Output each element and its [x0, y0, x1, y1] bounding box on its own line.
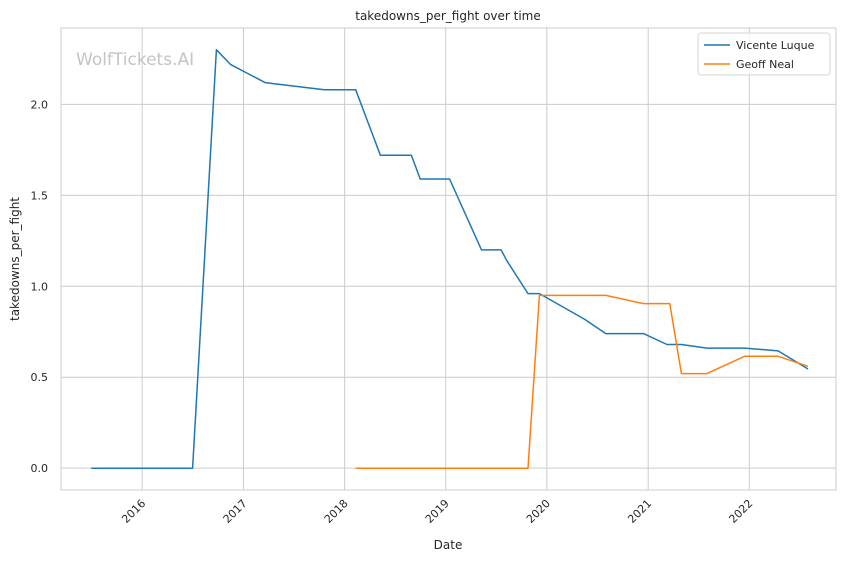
chart-title: takedowns_per_fight over time — [355, 9, 541, 23]
legend-label-vicente-luque: Vicente Luque — [736, 39, 815, 52]
legend-box — [697, 32, 831, 76]
x-axis-title: Date — [434, 538, 463, 552]
legend-label-geoff-neal: Geoff Neal — [736, 58, 794, 71]
y-tick-label: 1.5 — [31, 189, 49, 202]
y-axis-title: takedowns_per_fight — [8, 197, 22, 321]
series-lines — [91, 49, 809, 469]
series-line-vicente-luque — [91, 49, 809, 469]
series-line-geoff-neal — [355, 294, 809, 469]
y-tick-label: 0.0 — [31, 462, 49, 475]
grid — [61, 28, 836, 490]
legend: Vicente Luque Geoff Neal — [697, 32, 831, 76]
plot-frame — [60, 27, 837, 491]
y-tick-label: 1.0 — [31, 280, 49, 293]
y-tick-label: 0.5 — [31, 371, 49, 384]
y-tick-label: 2.0 — [31, 98, 49, 111]
watermark-text: WolfTickets.AI — [76, 50, 194, 70]
